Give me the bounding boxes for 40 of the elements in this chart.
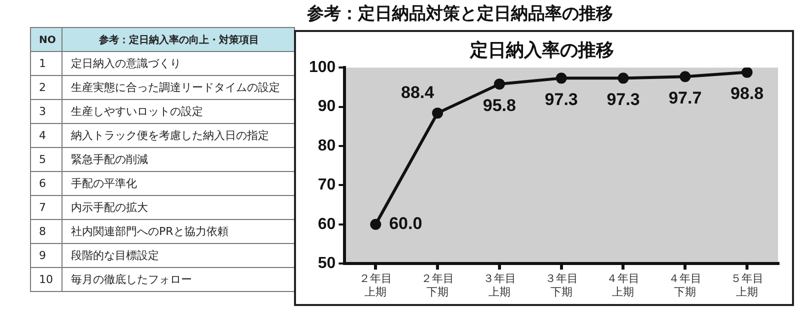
text: NO 参考：定日納入率の向上・対策項目: [39, 34, 259, 46]
x-tick-label: ４年目下期: [668, 273, 702, 298]
x-tick-label: ２年目上期: [359, 273, 392, 298]
text: 10 毎月の徹底したフォロー: [39, 273, 192, 286]
text: 98.8: [730, 84, 764, 103]
text: 4 納入トラック便を考慮した納入日の指定: [39, 129, 269, 142]
x-tick-label: ３年目上期: [482, 273, 516, 298]
point: [742, 68, 753, 78]
point: [494, 78, 505, 90]
y-tick-label: 100: [308, 59, 336, 76]
y-tick-label: 80: [318, 137, 336, 154]
text: 6 手配の平準化: [39, 177, 137, 190]
point: [680, 71, 691, 82]
point: [432, 108, 444, 119]
text: 97.3: [544, 90, 578, 109]
point: [556, 72, 567, 84]
point: [370, 218, 382, 230]
chart-title: 定日納入率の推移: [469, 40, 614, 60]
text: 1 定日納入の意識づくり: [39, 57, 181, 70]
y-tick-label: 90: [318, 98, 336, 116]
text: 88.4: [401, 82, 434, 102]
text: 97.3: [606, 90, 640, 109]
text: 参考：定日納品対策と定日納品率の推移: [306, 3, 614, 25]
text: 95.8: [482, 96, 516, 115]
text: 9 段階的な目標設定: [39, 249, 159, 262]
x-tick-label: ２年目下期: [421, 273, 454, 298]
text: 5 緊急手配の削減: [39, 153, 148, 166]
text: 8 社内関連部門へのPRと協力依頼: [39, 225, 228, 238]
x-tick-label: ３年目下期: [544, 273, 578, 298]
text: 7 内示手配の拡大: [39, 201, 148, 214]
y-tick-label: 50: [318, 255, 336, 272]
y-tick-label: 70: [318, 176, 336, 194]
x-tick-label: ４年目上期: [606, 273, 640, 298]
point: [618, 72, 629, 84]
text: 97.7: [668, 88, 702, 108]
text: 60.0: [389, 214, 422, 234]
text: 2 生産実態に合った調達リードタイムの設定: [39, 81, 280, 94]
y-tick-label: 60: [318, 216, 336, 233]
x-tick-label: ５年目上期: [730, 273, 764, 298]
text: 3 生産しやすいロットの設定: [39, 105, 203, 118]
